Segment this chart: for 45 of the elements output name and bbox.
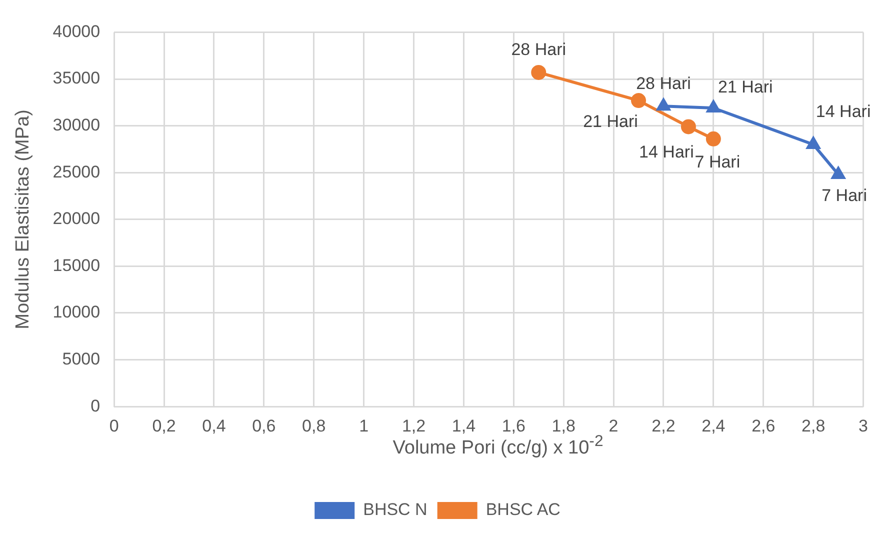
x-tick-label: 1: [359, 416, 369, 436]
point: [656, 98, 670, 111]
x-tick-label: 2,6: [752, 416, 776, 436]
annotation: 7 Hari: [822, 186, 867, 206]
point: [631, 93, 646, 108]
legend-label: BHSC AC: [486, 500, 560, 520]
annotation: 28 Hari: [511, 40, 566, 60]
y-tick-label: 20000: [52, 209, 100, 228]
x-tick-label: 2,2: [652, 416, 676, 436]
point: [706, 131, 721, 146]
y-tick-label: 15000: [52, 256, 100, 275]
annotation: 21 Hari: [583, 112, 638, 132]
x-tick-label: 2,8: [802, 416, 826, 436]
x-tick-label: 2: [608, 416, 618, 436]
y-tick-label: 25000: [52, 162, 100, 182]
x-tick-label: 0,8: [302, 416, 326, 436]
x-tick-label: 0,4: [202, 416, 226, 436]
x-tick-label: 0,2: [152, 416, 176, 436]
x-tick-label: 0,6: [252, 416, 276, 436]
y-tick-label: 5000: [62, 349, 100, 368]
x-tick-label: 1,8: [552, 416, 576, 436]
x-tick-label: 3: [858, 416, 868, 436]
point: [706, 100, 720, 113]
annotation: 14 Hari: [816, 102, 871, 122]
point: [806, 137, 820, 150]
y-axis-title: Modulus Elastisitas (MPa): [12, 110, 34, 330]
y-tick-label: 30000: [52, 115, 100, 134]
x-tick-label: 2,4: [702, 416, 726, 436]
legend-label: BHSC N: [363, 500, 428, 520]
y-tick-label: 0: [90, 396, 100, 416]
x-axis-title: Volume Pori (cc/g) x 10$^{-2}$: [392, 433, 604, 458]
point: [680, 119, 696, 134]
x-tick-label: 1,6: [502, 416, 526, 436]
x-tick-label: 1,2: [402, 416, 426, 436]
y-tick-label: 10000: [52, 302, 100, 322]
x-tick-label: 0: [109, 416, 119, 436]
annotation: 7 Hari: [694, 152, 740, 172]
y-tick-label: 40000: [52, 22, 100, 41]
annotation: 28 Hari: [636, 74, 691, 93]
x-tick-label: 1,4: [452, 416, 476, 436]
y-tick-label: 35000: [52, 68, 100, 88]
annotation: 21 Hari: [718, 78, 773, 97]
point: [531, 64, 546, 80]
annotation: 14 Hari: [639, 142, 694, 162]
point: [832, 166, 845, 179]
